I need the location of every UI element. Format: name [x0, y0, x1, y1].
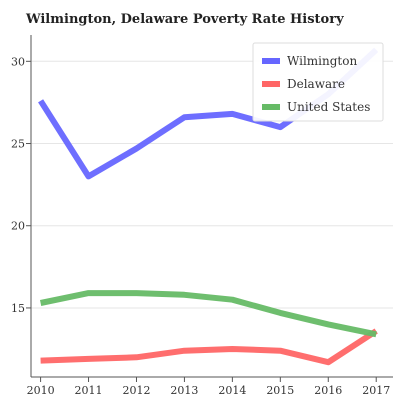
x-tick-label: 2015 [266, 384, 294, 397]
y-tick-label: 30 [11, 55, 25, 68]
x-tick-label: 2016 [314, 384, 342, 397]
chart-title: Wilmington, Delaware Poverty Rate Histor… [25, 12, 344, 27]
series-line-united-states [39, 290, 377, 338]
legend-label-delaware: Delaware [287, 77, 345, 91]
x-tick-label: 2011 [75, 384, 103, 397]
x-tick-label: 2013 [170, 384, 198, 397]
y-tick-label: 15 [11, 302, 25, 315]
axes: 15 20 25 30 2010 2011 2012 2013 2014 2015 2016 2017 [11, 35, 393, 397]
legend: Wilmington Delaware United States [252, 42, 384, 122]
y-tick-label: 20 [11, 220, 25, 233]
legend-box [252, 42, 384, 122]
legend-label-wilmington: Wilmington [287, 54, 357, 68]
x-tick-label: 2014 [218, 384, 246, 397]
series-line-delaware [40, 328, 378, 366]
x-tick-label: 2010 [27, 384, 55, 397]
y-tick-label: 25 [11, 138, 25, 151]
x-tick-label: 2017 [362, 384, 390, 397]
x-tick-label: 2012 [122, 384, 150, 397]
legend-label-united-states: United States [287, 100, 370, 114]
